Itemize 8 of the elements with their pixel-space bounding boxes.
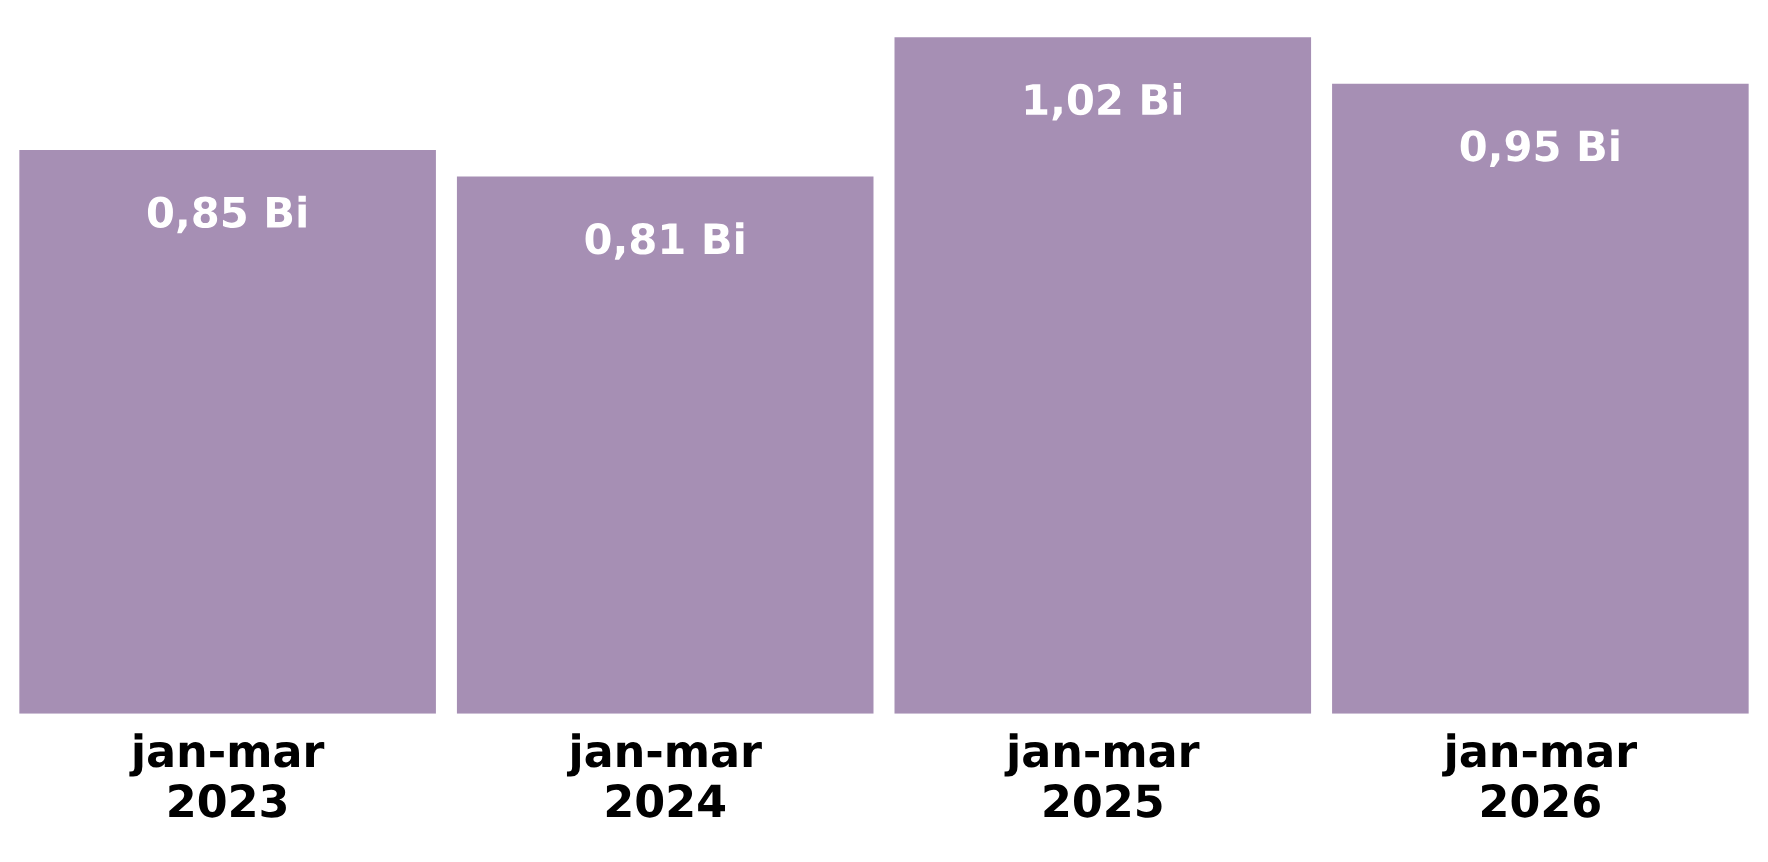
data-label: 0,85 Bi <box>147 195 306 234</box>
data-label: 0,95 Bi <box>1460 129 1619 167</box>
x-tick-label: jan-mar 2026 <box>1442 733 1638 818</box>
data-label: 1,02 Bi <box>1025 82 1181 121</box>
x-tick-label: jan-mar 2024 <box>566 733 762 818</box>
data-label: 0,81 Bi <box>585 222 744 260</box>
x-tick-label: jan-mar 2025 <box>1004 733 1200 818</box>
x-tick-label: jan-mar 2023 <box>129 733 325 818</box>
